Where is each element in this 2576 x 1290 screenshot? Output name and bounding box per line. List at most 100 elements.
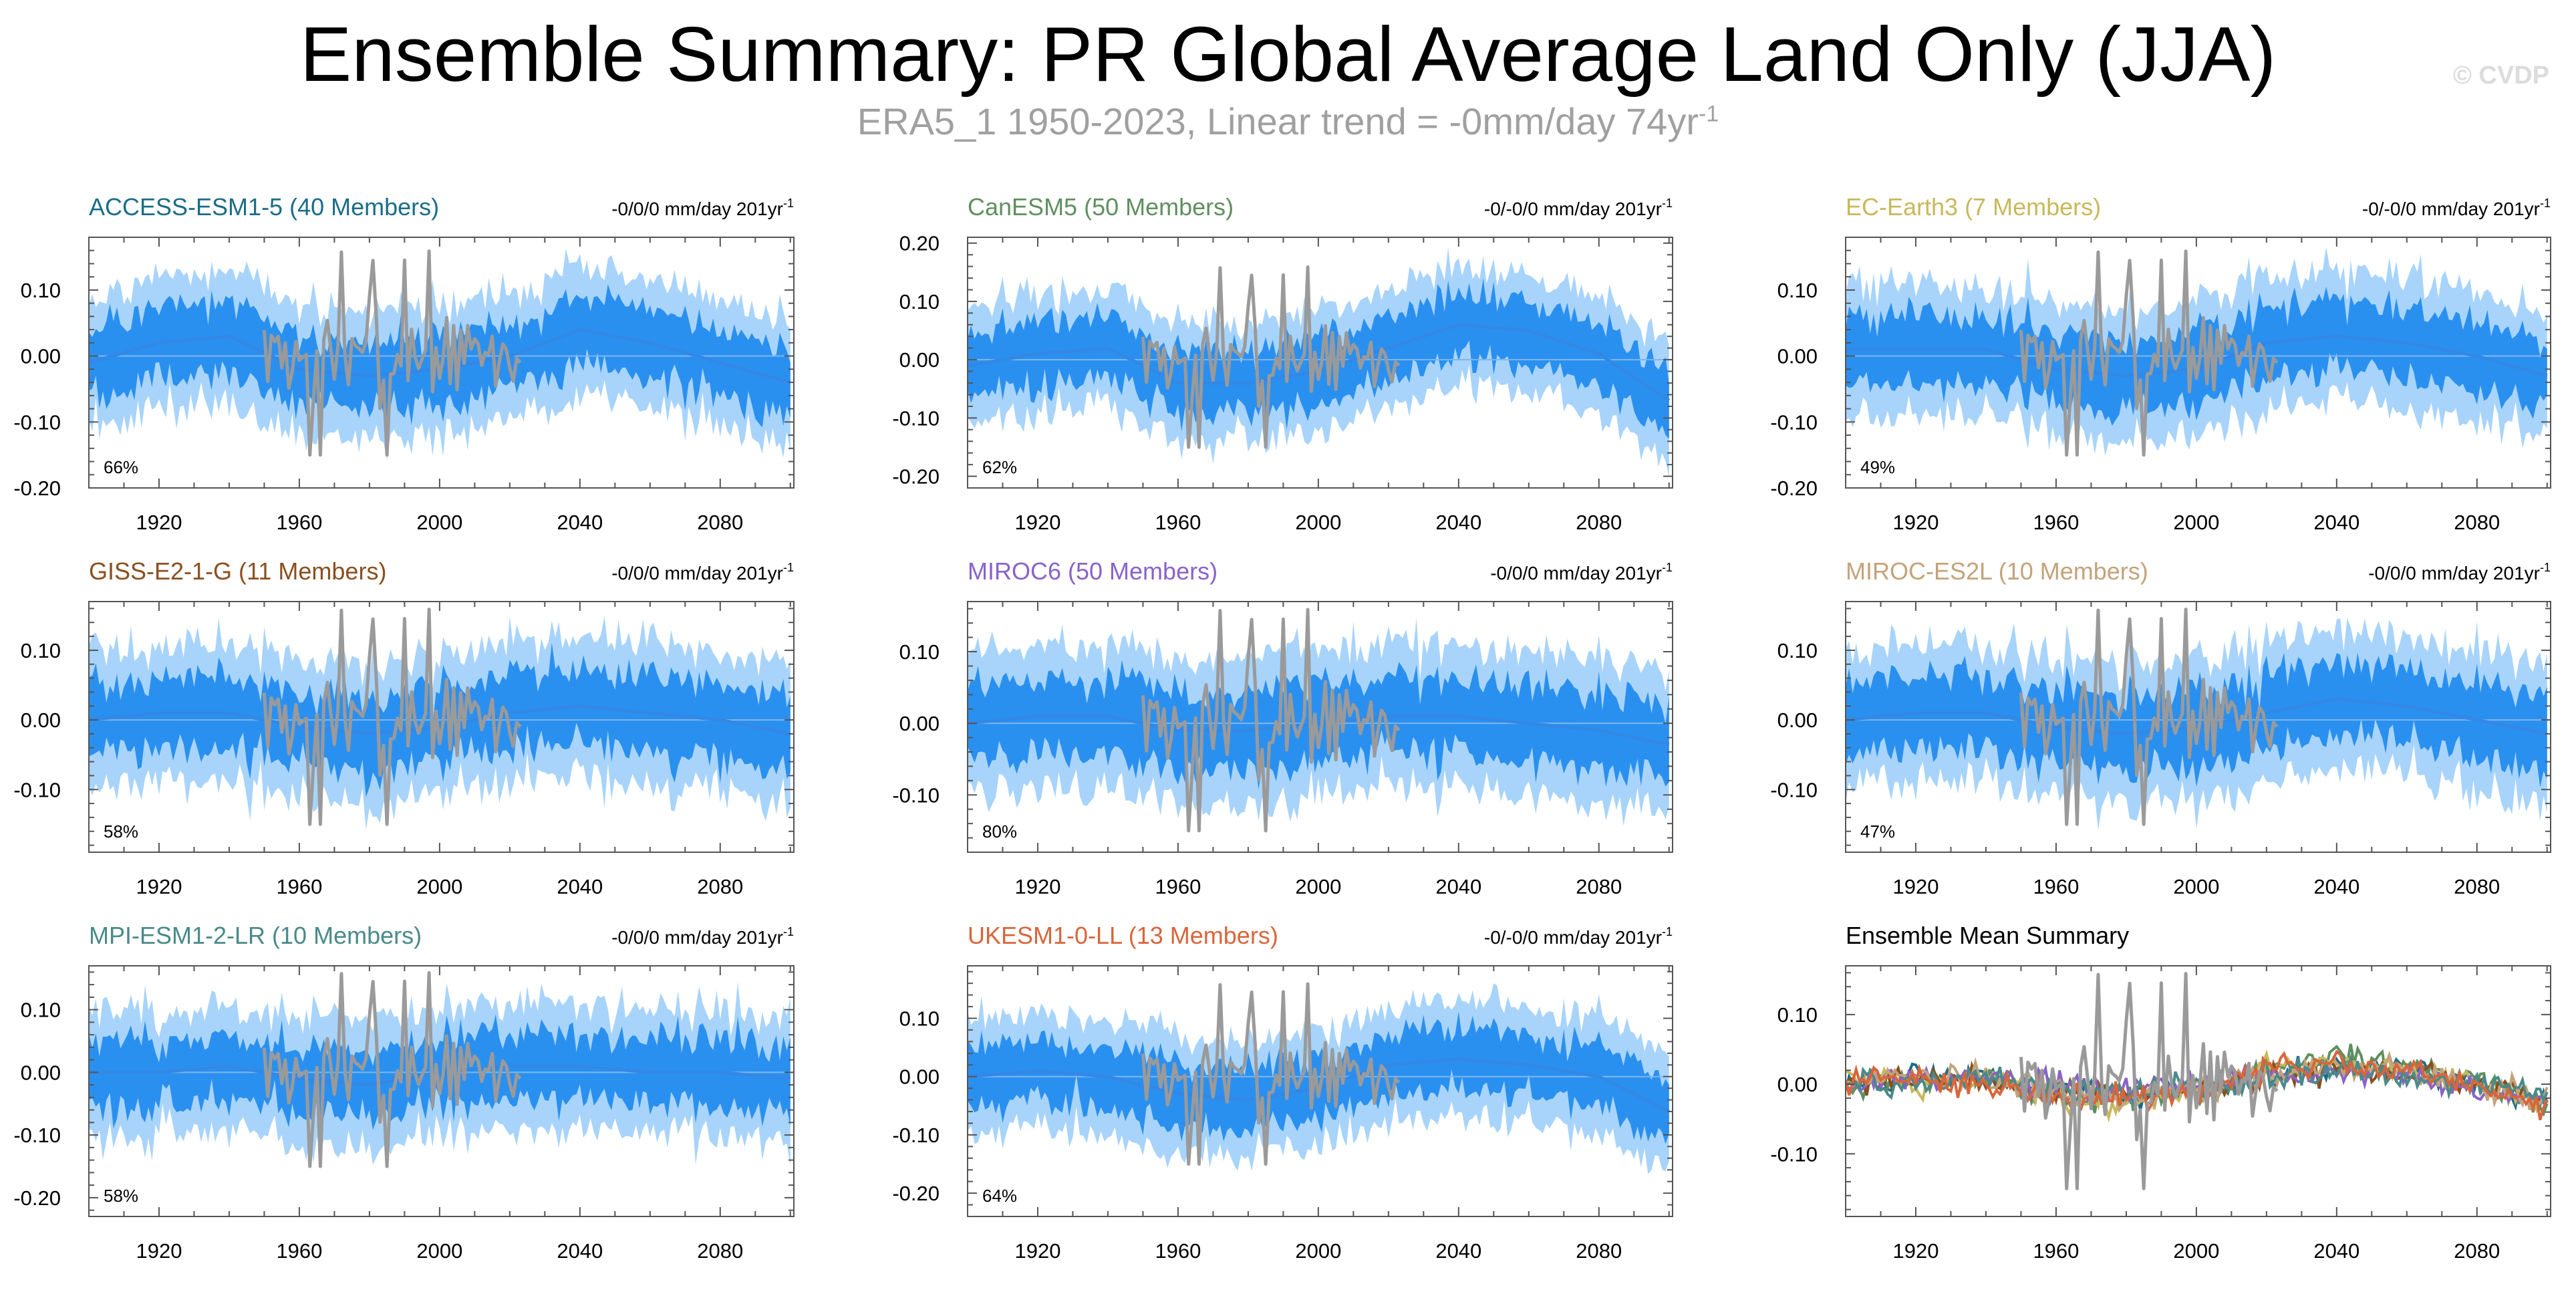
y-tick-label: -0.10 [1770,410,1818,434]
x-tick-label: 2040 [1435,1239,1481,1263]
observation-line [1141,265,1401,449]
x-tick-label: 2080 [1576,875,1622,898]
observation-line [2019,249,2279,457]
panel-title: EC-Earth3 (7 Members) [1846,193,2101,221]
observation-line [1141,608,1401,833]
panel-title: UKESM1-0-LL (13 Members) [968,922,1278,949]
y-tick-label: 0.00 [899,1065,940,1089]
observation-line [262,249,522,457]
y-tick-label: 0.00 [899,712,940,735]
cvdp-credit: © CVDP [2452,61,2549,90]
x-tick-label: 2000 [1295,875,1341,898]
y-tick-label: -0.10 [892,783,940,807]
chart-panel-giss-e2-1-g: GISS-E2-1-G (11 Members) -0/0/0 mm/day 20… [13,557,795,898]
x-tick-label: 1960 [276,1239,322,1263]
y-tick-label: 0.10 [21,639,61,662]
chart-panel-miroc6: MIROC6 (50 Members) -0/0/0 mm/day 201yr-1… [892,557,1673,898]
plot-frame [967,601,1673,853]
ensemble-iqr-band [968,1011,1669,1144]
x-tick-label: 1920 [1892,511,1939,534]
x-tick-label: 2080 [697,875,743,898]
plot-frame [1845,237,2551,489]
x-tick-label: 2040 [557,1239,603,1263]
y-tick-label: 0.10 [21,279,61,302]
x-tick-label: 2040 [557,875,603,898]
plot-frame [967,237,1673,489]
y-tick-label: -0.20 [892,1182,940,1205]
ensemble-iqr-band [968,278,1669,439]
x-tick-label: 1960 [2033,875,2079,898]
ensemble-mean-line [1846,697,2548,736]
y-tick-label: 0.00 [1777,1073,1818,1096]
x-tick-label: 2080 [697,511,743,534]
x-tick-label: 2040 [2313,1239,2359,1263]
plot-frame [88,601,795,853]
x-tick-label: 2000 [416,1239,462,1263]
chart-panel-ensemble-mean-summary: Ensemble Mean Summary 1920 1960 2000 2040 208… [1770,922,2551,1263]
x-tick-label: 1920 [136,511,182,534]
panel-trend-label: -0/-0/0 mm/day 201yr-1 [1484,197,1673,219]
x-tick-label: 2040 [1435,875,1481,898]
panel-trend-label: -0/0/0 mm/day 201yr-1 [611,925,794,948]
subtitle-text: ERA5_1 1950-2023, Linear trend = -0mm/da… [857,100,1699,142]
percent-label: 47% [1860,821,1895,842]
page-subtitle: ERA5_1 1950-2023, Linear trend = -0mm/da… [0,99,2576,144]
panel-trend-label: -0/-0/0 mm/day 201yr-1 [1484,925,1673,948]
y-tick-label: 0.10 [21,999,61,1022]
y-tick-label: 0.00 [21,345,61,368]
panel-title: CanESM5 (50 Members) [968,193,1234,221]
ensemble-mean-line [968,714,1670,747]
percent-label: 64% [982,1186,1017,1206]
panel-trend-label: -0/-0/0 mm/day 201yr-1 [2362,197,2551,219]
x-tick-label: 1960 [2033,1239,2079,1263]
panel-title: Ensemble Mean Summary [1846,922,2129,949]
observation-line [262,971,522,1168]
page-title: Ensemble Summary: PR Global Average Land… [299,11,2277,98]
y-tick-label: 0.10 [899,640,940,664]
y-tick-label: -0.10 [13,1124,61,1147]
y-tick-label: -0.20 [892,465,940,489]
percent-label: 58% [104,821,138,842]
x-tick-label: 2080 [2454,875,2500,898]
x-tick-label: 1960 [2033,511,2079,534]
y-tick-label: 0.10 [1777,1003,1818,1027]
observation-line [2019,972,2279,1190]
x-tick-label: 1920 [136,1239,182,1263]
x-tick-label: 1920 [136,875,182,898]
x-tick-label: 2040 [2313,511,2359,534]
y-tick-label: 0.10 [1777,279,1818,302]
panel-trend-label: -0/0/0 mm/day 201yr-1 [611,197,794,219]
x-tick-label: 2080 [697,1239,743,1263]
y-tick-label: -0.10 [13,778,61,801]
y-tick-label: 0.00 [21,1061,61,1084]
panel-title: MIROC-ES2L (10 Members) [1846,557,2148,585]
x-tick-label: 1960 [1155,875,1201,898]
chart-panel-mpi-esm1-2-lr: MPI-ESM1-2-LR (10 Members) -0/0/0 mm/day … [13,922,795,1263]
percent-label: 49% [1860,457,1895,477]
panel-trend-label: -0/0/0 mm/day 201yr-1 [611,561,794,584]
panel-title: GISS-E2-1-G (11 Members) [89,557,386,585]
x-tick-label: 1960 [1155,511,1201,534]
y-tick-label: -0.20 [13,477,61,500]
x-tick-label: 1920 [1014,875,1060,898]
y-tick-label: 0.00 [899,348,940,372]
y-tick-label: 0.10 [1777,639,1818,662]
x-tick-label: 1920 [1014,1239,1060,1263]
x-tick-label: 1920 [1014,511,1060,534]
x-tick-label: 1920 [1892,875,1939,898]
x-tick-label: 2000 [1295,511,1341,534]
chart-panel-ec-earth3: EC-Earth3 (7 Members) -0/-0/0 mm/day 201y… [1770,193,2551,534]
x-tick-label: 2000 [2173,875,2219,898]
y-tick-label: -0.10 [13,410,61,434]
y-tick-label: -0.10 [892,1124,940,1147]
chart-panel-access-esm1-5: ACCESS-ESM1-5 (40 Members) -0/0/0 mm/day … [13,193,795,534]
panel-title: MPI-ESM1-2-LR (10 Members) [89,922,422,949]
model-mean-line [1846,1059,2548,1106]
y-tick-label: -0.10 [1770,778,1818,801]
x-tick-label: 1920 [1892,1239,1939,1263]
x-tick-label: 2000 [2173,511,2219,534]
plot-frame [967,965,1673,1217]
x-tick-label: 1960 [1155,1239,1201,1263]
ensemble-mean-line [89,1064,791,1087]
